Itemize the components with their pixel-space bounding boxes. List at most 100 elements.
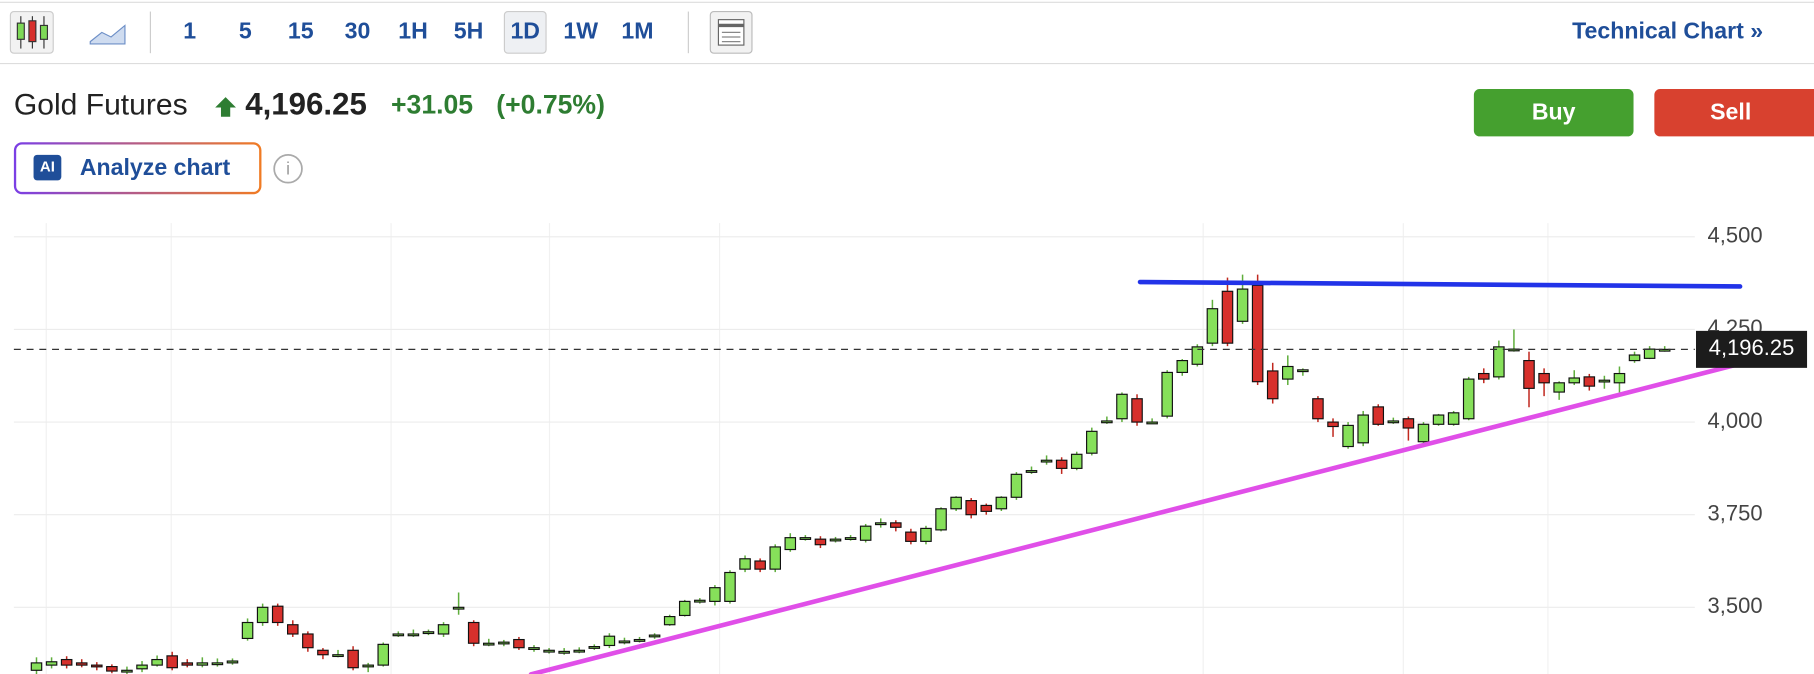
candle-body [1553,382,1565,393]
candle-body [362,664,374,668]
candle-body [392,633,405,637]
sell-button[interactable]: Sell [1654,89,1814,137]
candle-body [588,646,601,649]
candle-body [1583,376,1596,387]
layout-icon[interactable] [709,10,753,54]
candle-body [1282,365,1294,380]
interval-button[interactable]: 1W [563,17,598,43]
sell-label[interactable]: Sell [1710,98,1751,124]
candle-body [980,504,993,512]
candle-body [196,662,209,666]
candle-body [814,538,827,546]
candle-body [317,649,329,656]
candle-body [784,537,797,551]
candle-body [1628,354,1641,362]
candle-body [121,669,133,673]
interval-button[interactable]: 5 [239,17,252,43]
interval-button[interactable]: 1 [183,17,196,43]
price: 4,196.25 [245,87,367,122]
interval-button[interactable]: 1H [398,17,428,43]
candle-body [1447,412,1460,425]
candle-body [920,527,932,542]
ai-badge: AI [40,159,55,176]
candle-body [1191,346,1204,365]
candle-body [1266,370,1279,400]
buy-label[interactable]: Buy [1532,98,1576,124]
candle-body [543,649,555,653]
instrument-name: Gold Futures [14,88,188,121]
interval-button[interactable]: 15 [288,17,314,43]
candle-body [799,537,812,540]
change: +31.05 [391,89,473,119]
candle-body [1086,430,1098,454]
candle-body [663,615,676,626]
interval-button[interactable]: 1M [621,17,653,43]
candle-body [1342,424,1354,448]
candle-body [332,654,344,658]
interval-selected [503,10,547,54]
candle-body [377,643,390,666]
candle-body [498,641,510,645]
candle-body [1116,393,1128,420]
candle-body [256,606,269,624]
candle-body [1327,421,1339,428]
technical-chart-link[interactable]: Technical Chart » [1572,17,1763,43]
candle-body [1055,459,1068,469]
candle-body [45,661,58,666]
candle-body [60,658,73,666]
toolbar: 1 5 15 30 1H 5H 1D 1W 1M Technical Chart » [0,1,1814,65]
candle-body [935,508,947,531]
candle-body [1658,348,1671,352]
candle-body [1025,470,1038,473]
candle-body [211,662,224,666]
info-icon[interactable]: i [273,154,303,184]
candle-body [1462,378,1475,420]
candle-body [241,621,254,640]
candle-icon[interactable] [9,10,54,54]
buy-button[interactable]: Buy [1473,89,1634,137]
candle-body [603,635,616,647]
candle-body [1417,423,1430,443]
candle-body [151,658,163,666]
candle-body [1643,348,1656,359]
candle-body [1161,371,1173,417]
candle-body [407,633,420,637]
trendline [1137,279,1743,289]
candle-body [1070,453,1083,469]
candle-body [1493,346,1505,378]
line-icon[interactable] [89,24,126,45]
candle-body [965,500,977,516]
candle-body [1221,290,1234,344]
y-tick-label: 3,500 [1708,593,1763,618]
interval-button[interactable]: 1D [510,17,540,43]
info-label[interactable]: i [286,159,290,179]
candle-body [648,634,661,638]
analyze-label[interactable]: Analyze chart [80,154,231,180]
candle-body [1402,418,1415,429]
candle-body [1538,372,1550,384]
analyze-button[interactable]: AI Analyze chart [13,142,262,195]
interval-button[interactable]: 5H [454,17,484,43]
candle-body [950,496,962,510]
candle-body [287,624,299,635]
candle-body [271,605,284,624]
candle-body [91,664,103,668]
candle-body [1312,398,1324,420]
candle-body [1477,372,1490,380]
candle-body [106,666,118,672]
last-price-box [1695,330,1808,368]
candle-body [30,662,43,671]
candle-body [1432,414,1445,425]
candle-body [1040,459,1053,463]
candle-body [75,662,88,666]
candle-body [1598,379,1611,383]
candle-body [1297,369,1309,373]
header: Gold Futures 4,196.25 +31.05 (+0.75%) Bu… [13,87,1814,195]
candle-body [136,664,148,670]
candle-body [769,546,781,570]
interval-button[interactable]: 30 [345,17,371,43]
y-tick-label: 4,500 [1708,223,1763,248]
candle-body [890,522,902,528]
candle-body [302,633,314,649]
